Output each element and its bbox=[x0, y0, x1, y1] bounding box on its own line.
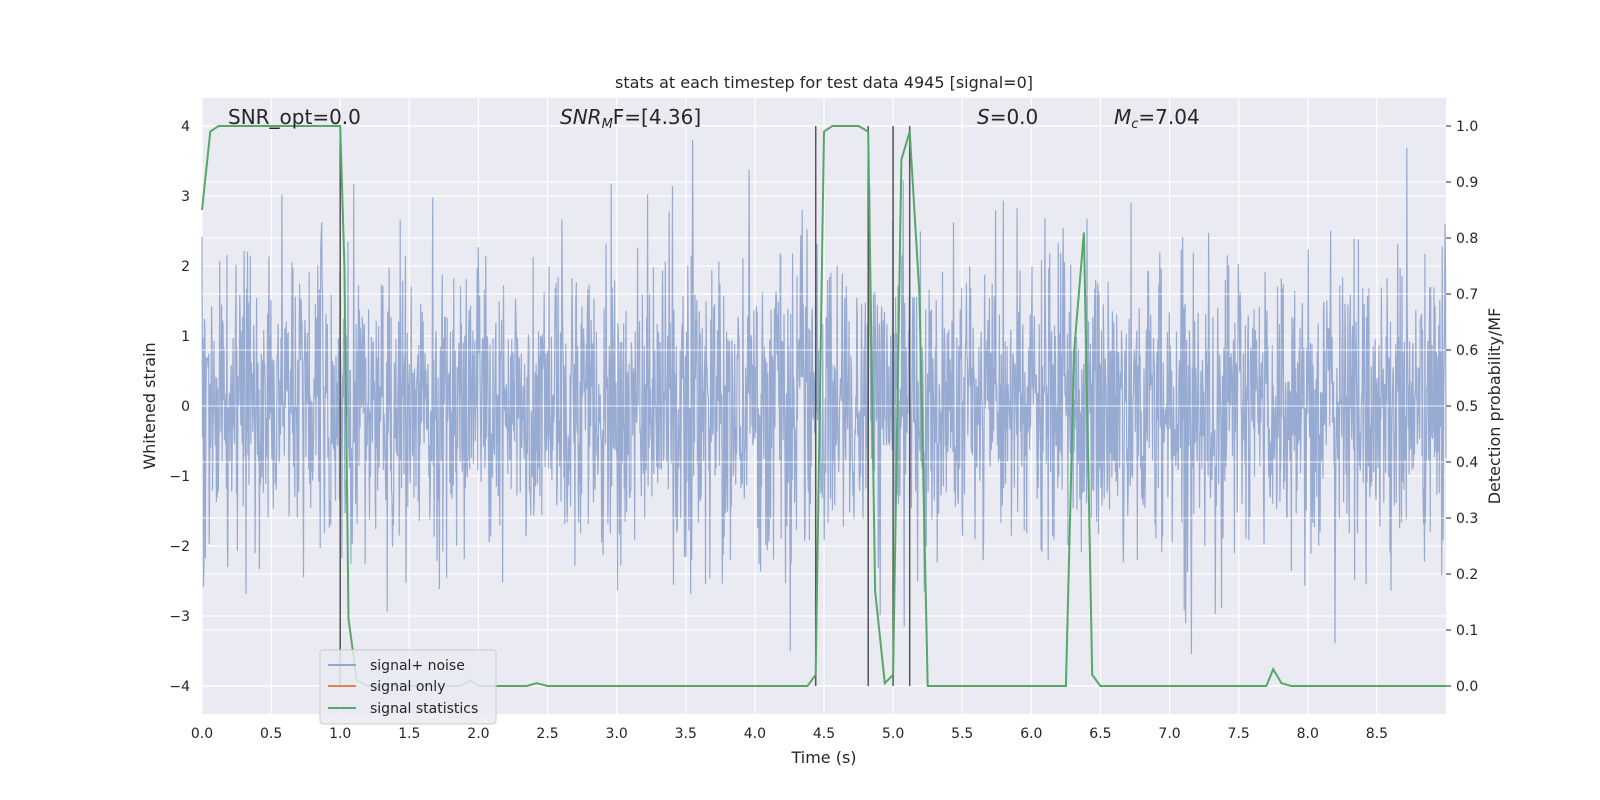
y-right-tick-label: 0.4 bbox=[1456, 455, 1478, 471]
x-tick-label: 5.5 bbox=[951, 726, 973, 742]
y-right-tick-label: 0.5 bbox=[1456, 399, 1478, 415]
x-tick-label: 3.5 bbox=[675, 726, 697, 742]
x-tick-label: 2.0 bbox=[467, 726, 489, 742]
y-right-tick-label: 0.8 bbox=[1456, 231, 1478, 247]
x-tick-label: 8.5 bbox=[1366, 726, 1388, 742]
vertical-markers bbox=[339, 126, 911, 686]
x-tick-label: 4.5 bbox=[813, 726, 835, 742]
y-right-tick-label: 0.1 bbox=[1456, 623, 1478, 639]
x-tick-label: 7.0 bbox=[1158, 726, 1180, 742]
mc-main: M bbox=[1114, 105, 1131, 129]
mc-rest: =7.04 bbox=[1138, 105, 1199, 129]
y-axis-right-label: Detection probability/MF bbox=[1485, 308, 1504, 505]
y-right-tick-label: 0.2 bbox=[1456, 567, 1478, 583]
legend-label-signal-only: signal only bbox=[370, 679, 445, 695]
snr-opt-annotation: SNR_opt=0.0 bbox=[228, 105, 361, 129]
left-axis-ticks: 4 3 2 1 0 −1 −2 −3 −4 bbox=[169, 119, 190, 695]
y-tick-label: −4 bbox=[169, 679, 190, 695]
y-tick-label: 0 bbox=[181, 399, 190, 415]
x-tick-label: 1.0 bbox=[329, 726, 351, 742]
snr-mf-annotation: SNRMF=[4.36] bbox=[560, 105, 701, 132]
x-tick-label: 3.0 bbox=[606, 726, 628, 742]
y-right-tick-label: 0.0 bbox=[1456, 679, 1478, 695]
y-axis-label: Whitened strain bbox=[140, 342, 159, 469]
x-tick-label: 4.0 bbox=[744, 726, 766, 742]
right-axis-ticks: 1.0 0.9 0.8 0.7 0.6 0.5 0.4 0.3 0.2 0.1 0.0 bbox=[1446, 119, 1478, 695]
x-tick-label: 1.5 bbox=[398, 726, 420, 742]
signal-noise-line bbox=[201, 139, 1447, 655]
x-tick-label: 0.5 bbox=[260, 726, 282, 742]
signal-noise-series bbox=[201, 139, 1447, 655]
y-tick-label: −2 bbox=[169, 539, 190, 555]
x-tick-label: 6.5 bbox=[1089, 726, 1111, 742]
x-tick-label: 2.5 bbox=[536, 726, 558, 742]
y-tick-label: 2 bbox=[181, 259, 190, 275]
signal-statistics-series bbox=[201, 125, 1446, 687]
s-annotation: S=0.0 bbox=[977, 105, 1038, 129]
legend: signal+ noise signal only signal statist… bbox=[319, 649, 497, 725]
y-right-tick-label: 0.9 bbox=[1456, 175, 1478, 191]
legend-label-signal-statistics: signal statistics bbox=[370, 701, 478, 717]
y-tick-label: −1 bbox=[169, 469, 190, 485]
y-right-tick-label: 1.0 bbox=[1456, 119, 1478, 135]
snr-mf-main: SNR bbox=[560, 105, 602, 129]
y-right-tick-label: 0.6 bbox=[1456, 343, 1478, 359]
snr-mf-rest: F=[4.36] bbox=[613, 105, 701, 129]
x-tick-label: 5.0 bbox=[882, 726, 904, 742]
legend-label-signal-noise: signal+ noise bbox=[370, 658, 465, 674]
y-right-tick-label: 0.7 bbox=[1456, 287, 1478, 303]
snr-mf-sub: M bbox=[602, 117, 613, 132]
x-tick-label: 8.0 bbox=[1297, 726, 1319, 742]
x-axis-ticks: 0.0 0.5 1.0 1.5 2.0 2.5 3.0 3.5 4.0 4.5 5.0 5.5 6.0 6… bbox=[191, 726, 1388, 742]
s-rest: =0.0 bbox=[990, 105, 1039, 129]
y-tick-label: 1 bbox=[181, 329, 190, 345]
mc-annotation: Mc=7.04 bbox=[1114, 105, 1200, 132]
s-main: S bbox=[977, 105, 990, 129]
x-tick-label: 0.0 bbox=[191, 726, 213, 742]
x-tick-label: 6.0 bbox=[1020, 726, 1042, 742]
y-tick-label: 3 bbox=[181, 189, 190, 205]
mc-sub: c bbox=[1131, 117, 1138, 132]
signal-statistics-line bbox=[201, 125, 1446, 687]
y-right-tick-label: 0.3 bbox=[1456, 511, 1478, 527]
y-tick-label: −3 bbox=[169, 609, 190, 625]
y-tick-label: 4 bbox=[181, 119, 190, 135]
legend-box bbox=[319, 649, 497, 725]
chart-title: stats at each timestep for test data 494… bbox=[615, 73, 1033, 92]
x-axis-label: Time (s) bbox=[790, 748, 856, 767]
x-tick-label: 7.5 bbox=[1228, 726, 1250, 742]
